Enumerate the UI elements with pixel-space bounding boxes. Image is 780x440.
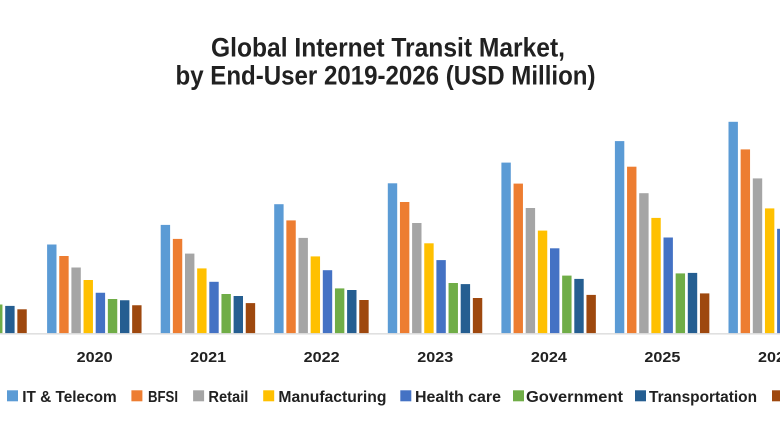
svg-text:2020: 2020 [77,349,113,366]
svg-text:2026: 2026 [758,349,780,366]
svg-text:2022: 2022 [304,349,340,366]
svg-text:Government: Government [526,389,624,406]
svg-text:Retail: Retail [208,389,248,406]
svg-text:Health care: Health care [415,389,501,406]
svg-text:Global Internet Transit Market: Global Internet Transit Market, [211,32,565,62]
svg-text:2023: 2023 [417,349,453,366]
svg-text:IT & Telecom: IT & Telecom [22,389,117,406]
svg-text:2024: 2024 [531,349,568,366]
svg-text:2021: 2021 [190,349,226,366]
svg-text:BFSI: BFSI [148,389,178,406]
svg-text:by End-User 2019-2026 (USD Mil: by End-User 2019-2026 (USD Million) [176,60,596,90]
svg-text:Transportation: Transportation [649,389,757,406]
svg-text:Manufacturing: Manufacturing [278,389,386,406]
svg-text:2025: 2025 [644,349,680,366]
